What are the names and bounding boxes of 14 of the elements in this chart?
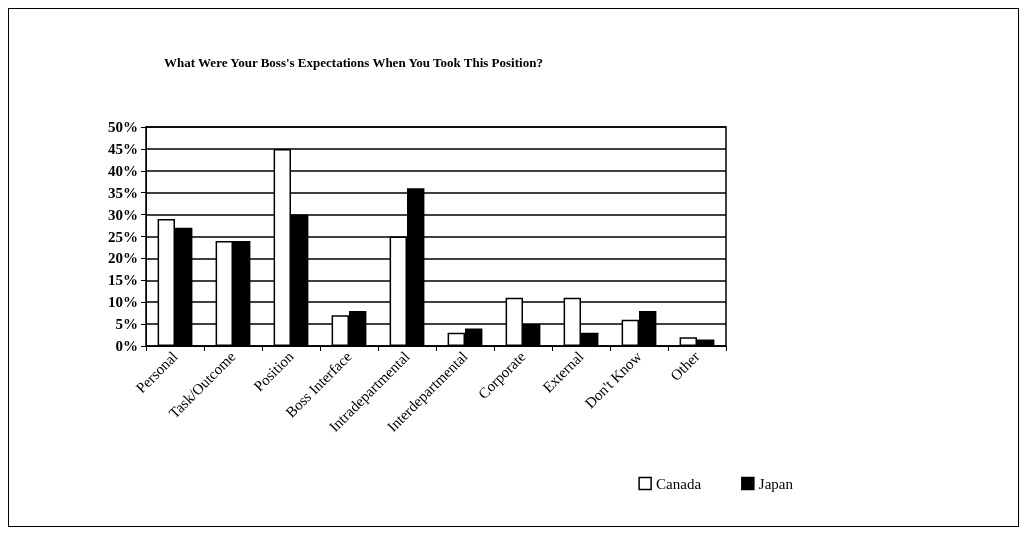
y-tick-label: 5% (115, 316, 138, 333)
y-tick-label: 35% (108, 184, 138, 201)
chart-title: What Were Your Boss's Expectations When You Took This Position? (164, 55, 543, 70)
y-tick-label: 15% (108, 272, 138, 289)
y-tick-label: 50% (108, 119, 138, 135)
y-tick-label: 40% (108, 162, 138, 179)
y-tick-label: 20% (108, 250, 138, 267)
y-tick-label: 45% (108, 140, 138, 157)
legend-label: Japan (758, 475, 794, 492)
legend-label: Canada (656, 475, 702, 492)
y-tick-label: 0% (115, 338, 138, 354)
y-tick-label: 30% (108, 206, 138, 223)
y-tick-label: 10% (108, 294, 138, 311)
y-tick-label: 25% (108, 228, 138, 245)
